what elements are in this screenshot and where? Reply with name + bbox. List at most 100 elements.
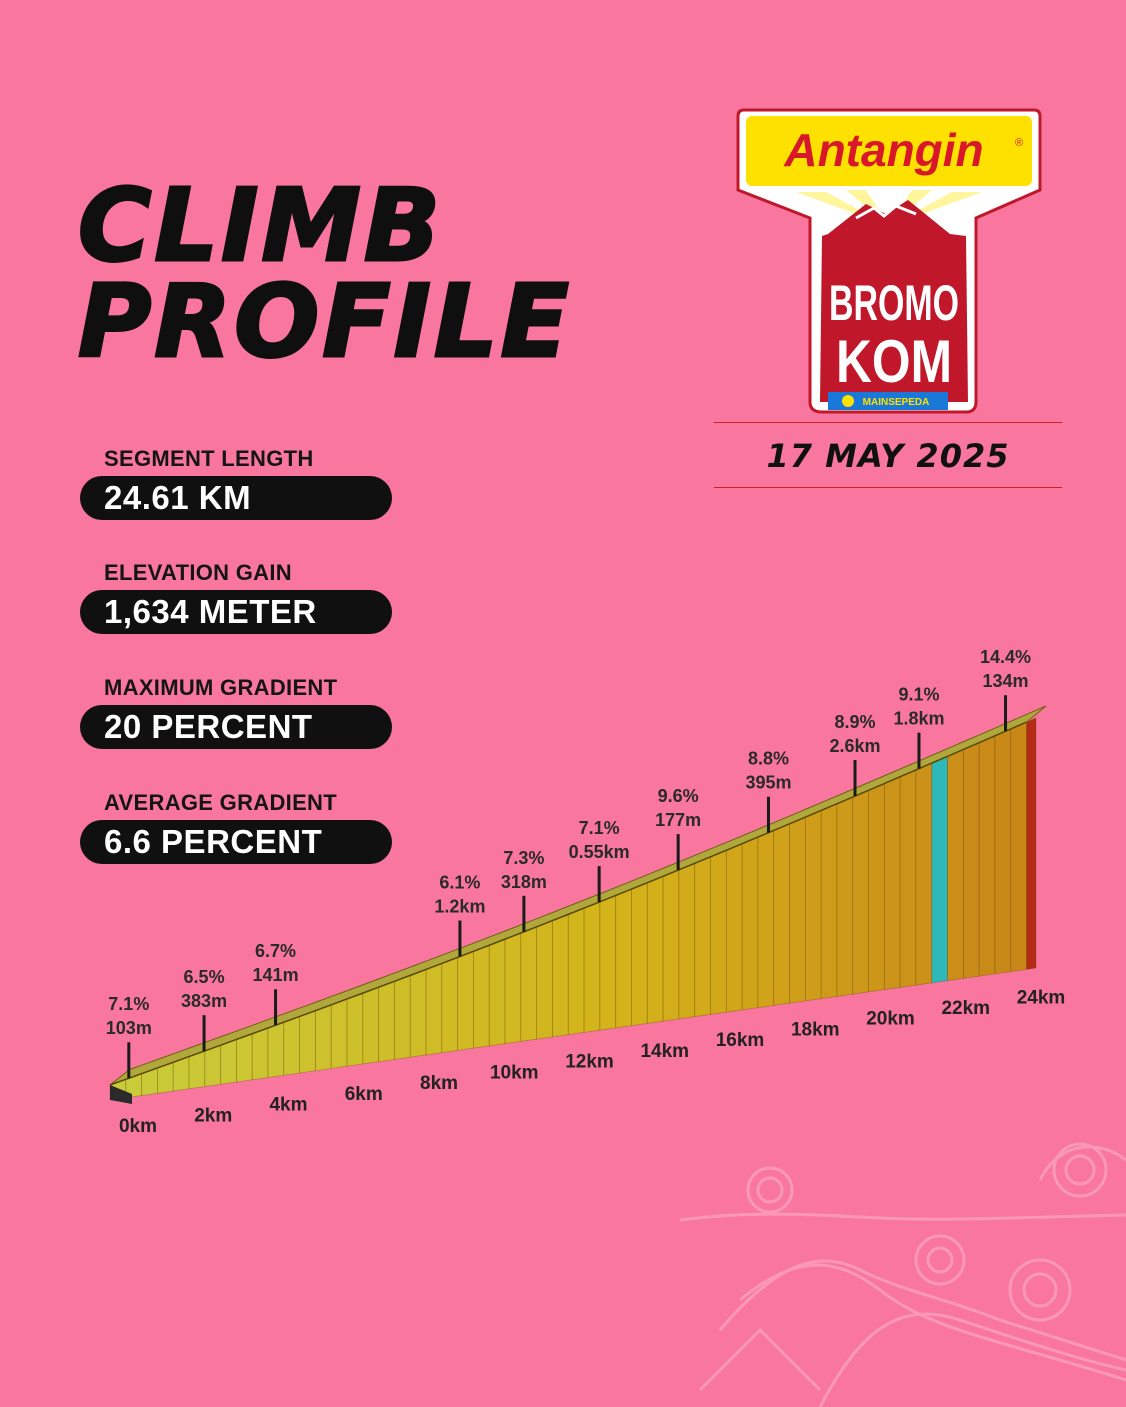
date-rule-bottom — [714, 487, 1062, 488]
profile-segment — [204, 1044, 222, 1087]
annotation-length: 134m — [982, 671, 1028, 691]
annotation-gradient: 9.6% — [658, 786, 699, 806]
profile-segment — [504, 932, 522, 1045]
x-tick-label: 16km — [716, 1030, 765, 1051]
segment-length-stat: SEGMENT LENGTH 24.61 KM — [80, 446, 400, 520]
annotation-length: 2.6km — [829, 736, 880, 756]
stat-value-pill: 1,634 METER — [80, 590, 392, 634]
profile-segment — [899, 769, 917, 988]
annotation-gradient: 14.4% — [980, 647, 1031, 667]
profile-segment — [409, 968, 427, 1058]
registered-mark: ® — [1015, 137, 1023, 149]
elevation-gain-stat: ELEVATION GAIN 1,634 METER — [80, 560, 400, 634]
profile-crest-line — [109, 721, 1027, 1086]
profile-area — [109, 705, 1047, 1104]
profile-segment — [615, 888, 632, 1029]
profile-segment — [741, 836, 759, 1011]
profile-segment — [315, 1004, 332, 1072]
x-axis-ticks: 0km 2km 4km 6km 8km 10km 12km 14km 16km 18km 20km 2… — [119, 987, 1065, 1137]
stat-value-pill: 20 PERCENT — [80, 705, 392, 749]
x-tick-label: 20km — [866, 1009, 915, 1030]
profile-segment — [125, 1073, 143, 1099]
profile-segment — [1026, 717, 1037, 970]
maximum-gradient-stat: MAXIMUM GRADIENT 20 PERCENT — [80, 675, 400, 749]
annotation-gradient: 9.1% — [898, 685, 939, 705]
profile-segment — [883, 776, 901, 991]
profile-segment — [757, 829, 775, 1009]
profile-segment — [931, 755, 948, 984]
stat-label: MAXIMUM GRADIENT — [104, 675, 338, 700]
profile-segment — [536, 920, 553, 1040]
logo-event-line1: BROMO — [829, 275, 959, 331]
event-date: 17 MAY 2025 — [766, 437, 1010, 475]
profile-segment — [836, 796, 854, 997]
annotation-length: 141m — [253, 965, 299, 985]
profile-segment — [330, 998, 348, 1069]
date-rule-top — [714, 422, 1062, 423]
average-gradient-stat: AVERAGE GRADIENT 6.6 PERCENT — [80, 790, 400, 864]
profile-segment — [694, 856, 711, 1018]
annotation-gradient: 6.5% — [184, 967, 225, 987]
stat-label: SEGMENT LENGTH — [104, 446, 314, 471]
annotation-length: 318m — [501, 872, 547, 892]
annotation-gradient: 6.7% — [255, 941, 296, 961]
profile-segment — [425, 962, 443, 1056]
annotation-length: 103m — [106, 1018, 152, 1038]
x-tick-label: 0km — [119, 1116, 157, 1137]
logo-brand-text: Antangin — [783, 124, 983, 176]
stat-value-pill: 6.6 PERCENT — [80, 820, 392, 864]
stat-label: ELEVATION GAIN — [104, 560, 292, 585]
profile-segment — [220, 1038, 237, 1085]
annotation-length: 0.55km — [569, 842, 630, 862]
profile-segment — [346, 992, 364, 1067]
profile-segment — [267, 1021, 285, 1078]
annotation-length: 383m — [181, 991, 227, 1011]
x-tick-label: 22km — [941, 998, 990, 1019]
profile-segment — [188, 1050, 206, 1090]
stat-value-pill: 24.61 KM — [80, 476, 392, 520]
profile-segment — [804, 809, 822, 1002]
x-tick-label: 24km — [1017, 987, 1066, 1008]
profile-segment — [520, 926, 538, 1042]
profile-segment — [725, 843, 743, 1013]
profile-segment — [583, 901, 601, 1033]
x-tick-label: 6km — [345, 1084, 383, 1105]
profile-segment — [236, 1033, 253, 1083]
annotation-gradient: 8.9% — [834, 712, 875, 732]
profile-segment — [251, 1027, 269, 1081]
profile-segment — [299, 1010, 316, 1074]
x-tick-label: 2km — [194, 1105, 232, 1126]
profile-segment — [1010, 721, 1027, 973]
profile-segment — [773, 823, 790, 1006]
profile-segment — [852, 789, 869, 995]
annotation-length: 1.2km — [434, 897, 485, 917]
profile-segment — [362, 986, 380, 1065]
profile-segment — [552, 913, 569, 1038]
profile-segment — [283, 1015, 301, 1076]
profile-segment — [394, 974, 411, 1060]
profile-segment — [378, 980, 395, 1063]
stat-label: AVERAGE GRADIENT — [104, 790, 337, 815]
profile-segment — [789, 816, 806, 1004]
logo-sponsor-text: MAINSEPEDA — [863, 397, 930, 408]
profile-segment — [599, 894, 617, 1031]
profile-segment — [710, 849, 727, 1015]
x-tick-label: 12km — [565, 1052, 614, 1073]
profile-segment — [962, 742, 980, 979]
profile-segment — [488, 938, 506, 1047]
x-tick-label: 18km — [791, 1019, 840, 1040]
bromo-kom-logo: Antangin ® BROMO KOM MAINSEPEDA — [736, 108, 1042, 414]
logo-event-line2: KOM — [836, 328, 952, 395]
annotation-gradient: 7.3% — [503, 848, 544, 868]
profile-segment — [567, 907, 585, 1036]
profile-segment — [141, 1067, 158, 1096]
annotation-length: 177m — [655, 810, 701, 830]
annotation-gradient: 8.8% — [748, 749, 789, 769]
profile-segment — [915, 762, 933, 986]
profile-segment — [157, 1061, 174, 1094]
profile-segment — [820, 803, 838, 1000]
x-tick-label: 10km — [490, 1062, 539, 1083]
x-tick-label: 8km — [420, 1073, 458, 1094]
x-tick-label: 4km — [269, 1095, 307, 1116]
profile-segment — [994, 728, 1012, 975]
